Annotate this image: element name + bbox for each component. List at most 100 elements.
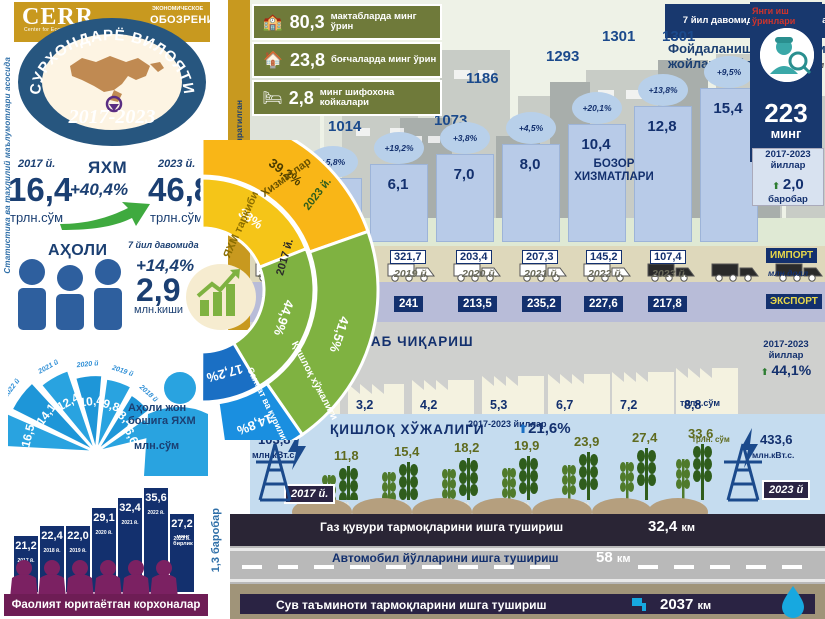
social-box-1: 🏠 23,8 боғчаларда минг ўрин xyxy=(252,42,442,78)
market-services-value-1: 6,1 xyxy=(387,176,409,193)
social-box-label: минг шифохона койкалари xyxy=(319,86,395,108)
enterprise-value-3: 29,1 xyxy=(93,512,115,524)
gdp-unit-from: трлн.сўм xyxy=(10,210,64,225)
social-box-value: 80,3 xyxy=(289,11,325,32)
people-row-icon xyxy=(10,560,178,598)
gas-pipeline-row xyxy=(230,514,825,546)
gdp-year-from: 2017 й. xyxy=(18,158,56,170)
fan-slice-6 xyxy=(0,408,97,454)
enterprise-value-6: 27,2 xyxy=(171,518,193,530)
enterprises-title: Фаолият юритаётган корхоналар xyxy=(4,594,208,616)
market-services-bar-4 xyxy=(568,124,626,242)
industry-value-5: 7,2 xyxy=(620,398,638,412)
agriculture-growth: ⬆21,6% xyxy=(518,420,571,437)
import-value-6: 107,4 xyxy=(650,250,686,264)
population-unit: млн.киши xyxy=(134,304,184,316)
gdp-title: ЯХМ xyxy=(88,158,128,177)
agriculture-unit: трлн. сўм xyxy=(692,435,730,444)
social-box-value: 23,8 xyxy=(290,49,326,70)
market-services-bar-2 xyxy=(436,154,494,242)
fan-year-2: 2019 й xyxy=(110,363,135,378)
worker-icon xyxy=(760,28,814,82)
industry-growth-badge: 2017-2023 йиллар ⬆ 44,1% xyxy=(748,339,824,379)
gdp-per-capita-label: Аҳоли жон бошига ЯХМ xyxy=(128,402,196,427)
road-unit: км xyxy=(616,553,631,565)
enterprise-year-4: 2021 й. xyxy=(121,520,139,526)
wheat-icon-3 xyxy=(502,454,548,505)
year-label-6: 2023 й. xyxy=(652,268,688,280)
fan-slice-5 xyxy=(9,380,97,454)
market-services-bar-3 xyxy=(502,144,560,242)
agriculture-growth-value: 21,6% xyxy=(528,420,571,437)
agriculture-value-1: 15,4 xyxy=(394,444,420,459)
agriculture-value-4: 23,9 xyxy=(574,434,600,449)
power-tower-icon-right xyxy=(724,443,762,502)
up-arrow-icon: ⬆ xyxy=(760,366,769,378)
factory-icon-5 xyxy=(612,360,674,414)
enterprise-last-unit: минг бирлик xyxy=(173,534,193,547)
social-box-0: 🏫 80,3 мактабларда минг ўрин xyxy=(252,4,442,40)
industry-period: 2017-2023 йиллар xyxy=(763,339,809,361)
import-value-5: 145,2 xyxy=(586,250,622,264)
gdp-per-capita-unit: млн.сўм xyxy=(134,440,180,452)
population-growth: +14,4% xyxy=(136,256,195,275)
housing-value-3: 1186 xyxy=(466,70,499,87)
industry-value-2: 4,2 xyxy=(420,398,438,412)
enterprise-year-3: 2020 й. xyxy=(95,530,113,536)
wheat-icon-6 xyxy=(676,442,722,505)
housing-value-0: 1014 xyxy=(328,118,362,135)
enterprise-value-2: 22,0 xyxy=(67,530,89,542)
export-tag: ЭКСПОРТ xyxy=(766,294,822,309)
hospital-bed-icon: 🛏 xyxy=(262,90,283,107)
faucet-icon xyxy=(632,598,646,611)
publication-name: ОБОЗРЕНИЕ xyxy=(150,14,223,26)
up-arrow-icon: ⬆ xyxy=(518,422,529,436)
enterprises-multiplier-text: 1,3 баробар xyxy=(210,507,222,573)
gdp-growth-pct: +40,4% xyxy=(70,180,129,199)
donut-slice-r0-2 xyxy=(200,341,262,404)
industry-value-6: 8,8 xyxy=(684,398,702,412)
agriculture-period: 2017-2023 йиллар xyxy=(468,419,547,429)
wheat-icon-2 xyxy=(442,456,488,505)
market-services-pct-1: +19,2% xyxy=(374,132,424,164)
market-services-pct-3: +4,5% xyxy=(506,112,556,144)
power-2023-unit: млн.кВт.с. xyxy=(752,450,795,460)
seal-year-range: 2017-2023 xyxy=(68,106,156,128)
factory-icon-6 xyxy=(676,356,738,414)
kindergarten-icon: 🏠 xyxy=(263,52,283,69)
social-box-2: 🛏 2,8 минг шифохона койкалари xyxy=(252,80,442,116)
enterprise-year-1: 2018 й. xyxy=(43,548,61,554)
fan-value-6: 16,5 xyxy=(18,423,37,449)
region-seal: СУРХОНДАРЁ ВИЛОЯТИ 2017-2023 xyxy=(18,18,206,146)
enterprise-value-1: 22,4 xyxy=(41,530,63,542)
import-tag: ИМПОРТ xyxy=(766,248,818,263)
gas-value: 32,4 xyxy=(648,518,678,535)
industry-value-4: 6,7 xyxy=(556,398,574,412)
enterprises-multiplier: 1,3 баробар xyxy=(204,480,228,600)
population-value: 2,9 xyxy=(136,272,181,308)
factory-icon-4 xyxy=(548,362,610,414)
market-services-pct-5: +13,8% xyxy=(638,74,688,106)
fan-year-4: 2021 й xyxy=(36,358,60,376)
export-value-4: 235,2 xyxy=(522,296,561,312)
growth-chart-badge-icon xyxy=(186,264,256,330)
road-value: 58 км xyxy=(596,549,631,566)
industry-growth: 44,1% xyxy=(771,361,812,378)
market-services-pct-4: +20,1% xyxy=(572,92,622,124)
industry-unit: трлн.сўм xyxy=(680,398,721,408)
enterprise-year-2: 2019 й. xyxy=(69,548,87,554)
lightning-icon-right xyxy=(740,428,758,468)
water-unit: км xyxy=(697,600,712,612)
market-services-pct-6: +9,5% xyxy=(704,56,754,88)
import-unit: млн.долл xyxy=(768,268,809,278)
market-services-title: БОЗОР ХИЗМАТЛАРИ xyxy=(574,158,654,183)
gdp-value-from: 16,4 xyxy=(8,171,73,208)
new-jobs-value: 223 xyxy=(764,98,808,128)
gas-pipeline-value: 32,4 км xyxy=(648,518,695,535)
lightning-icon-left xyxy=(288,430,306,470)
market-services-value-6: 15,4 xyxy=(713,100,743,117)
fan-value-0: 6,6 xyxy=(122,425,142,446)
market-services-bar-6 xyxy=(700,88,758,242)
import-value-3: 203,4 xyxy=(456,250,492,264)
market-services-value-5: 12,8 xyxy=(647,118,677,135)
